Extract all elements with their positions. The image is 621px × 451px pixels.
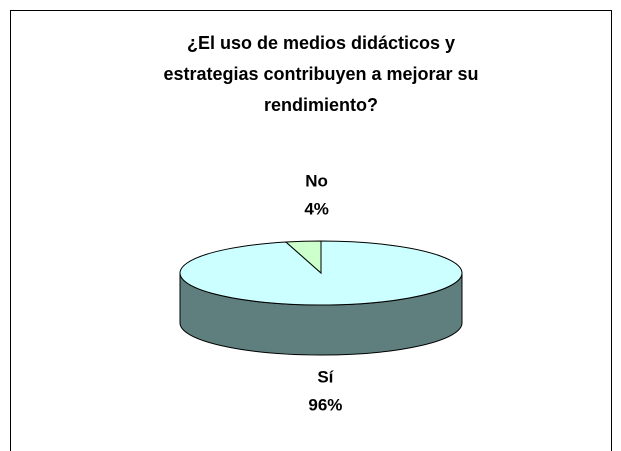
pie-slice [284, 240, 322, 275]
chart-title: ¿El uso de medios didácticos y [187, 33, 455, 53]
chart-title: estrategias contribuyen a mejorar su [163, 64, 478, 84]
data-label-category: No [305, 171, 328, 190]
chart-frame [10, 10, 612, 451]
data-label-value: 4% [304, 199, 329, 218]
data-label-value: 96% [308, 395, 342, 414]
chart-title: rendimiento? [264, 95, 378, 115]
data-label-category: Sí [317, 367, 334, 386]
